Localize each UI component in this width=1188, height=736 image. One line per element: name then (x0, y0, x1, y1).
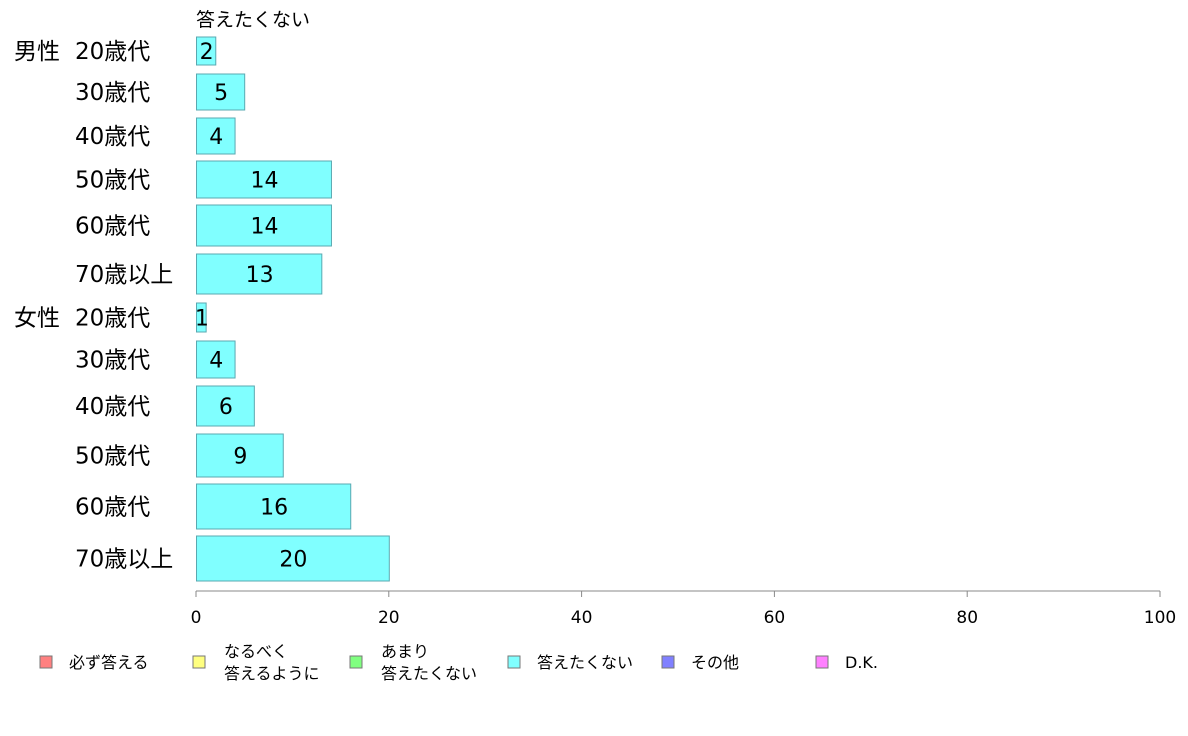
category-label: 70歳以上 (75, 262, 173, 288)
bar-value-label: 5 (214, 81, 228, 106)
series-title: 答えたくない (196, 9, 310, 31)
bar (196, 385, 255, 427)
category-label: 40歳代 (75, 124, 150, 150)
legend-swatch (39, 655, 53, 669)
bar (196, 302, 207, 333)
category-label: 30歳代 (75, 80, 150, 106)
legend-swatch (192, 655, 206, 669)
category-label: 30歳代 (75, 348, 150, 374)
legend-swatch (815, 655, 829, 669)
bar-value-label: 14 (250, 169, 278, 194)
category-label: 60歳代 (75, 495, 150, 521)
legend-label: 答えたくない (381, 664, 477, 683)
group-label: 男性 (14, 39, 60, 65)
x-tick-label: 20 (378, 608, 400, 628)
bar-value-label: 4 (209, 349, 223, 374)
group-label: 女性 (14, 306, 60, 332)
bar (196, 160, 332, 199)
bar (196, 253, 323, 295)
bar (196, 73, 246, 111)
category-label: 20歳代 (75, 39, 150, 65)
category-label: 40歳代 (75, 394, 150, 420)
bar-value-label: 1 (195, 307, 209, 332)
category-label: 70歳以上 (75, 547, 173, 573)
legend-swatch (349, 655, 363, 669)
category-label: 20歳代 (75, 306, 150, 332)
x-tick-label: 80 (956, 608, 978, 628)
legend-label: なるべく (224, 642, 288, 661)
bar-value-label: 16 (260, 496, 288, 521)
legend-label: 必ず答える (69, 653, 149, 672)
bar-value-label: 2 (200, 40, 214, 65)
x-tick-label: 100 (1144, 608, 1176, 628)
bar (196, 204, 332, 247)
x-tick-label: 0 (191, 608, 202, 628)
category-label: 50歳代 (75, 168, 150, 194)
category-label: 60歳代 (75, 214, 150, 240)
legend-label: 答えたくない (537, 653, 633, 672)
legend-label: その他 (691, 653, 739, 672)
bar-value-label: 9 (233, 445, 247, 470)
bar (196, 340, 236, 379)
bar-value-label: 6 (219, 395, 233, 420)
bar (196, 117, 236, 155)
category-label: 50歳代 (75, 444, 150, 470)
bar-value-label: 4 (209, 125, 223, 150)
legend-label: あまり (381, 642, 429, 661)
x-tick-label: 60 (764, 608, 786, 628)
x-tick-label: 40 (571, 608, 593, 628)
bar (196, 36, 217, 66)
bar-value-label: 13 (246, 263, 274, 288)
legend-label: D.K. (845, 653, 878, 672)
legend-swatch (661, 655, 675, 669)
bar (196, 433, 284, 478)
legend-label: 答えるように (224, 664, 320, 683)
bar-value-label: 20 (279, 548, 307, 573)
legend-swatch (507, 655, 521, 669)
bar-value-label: 14 (250, 215, 278, 240)
bar (196, 535, 390, 582)
bar (196, 483, 352, 530)
